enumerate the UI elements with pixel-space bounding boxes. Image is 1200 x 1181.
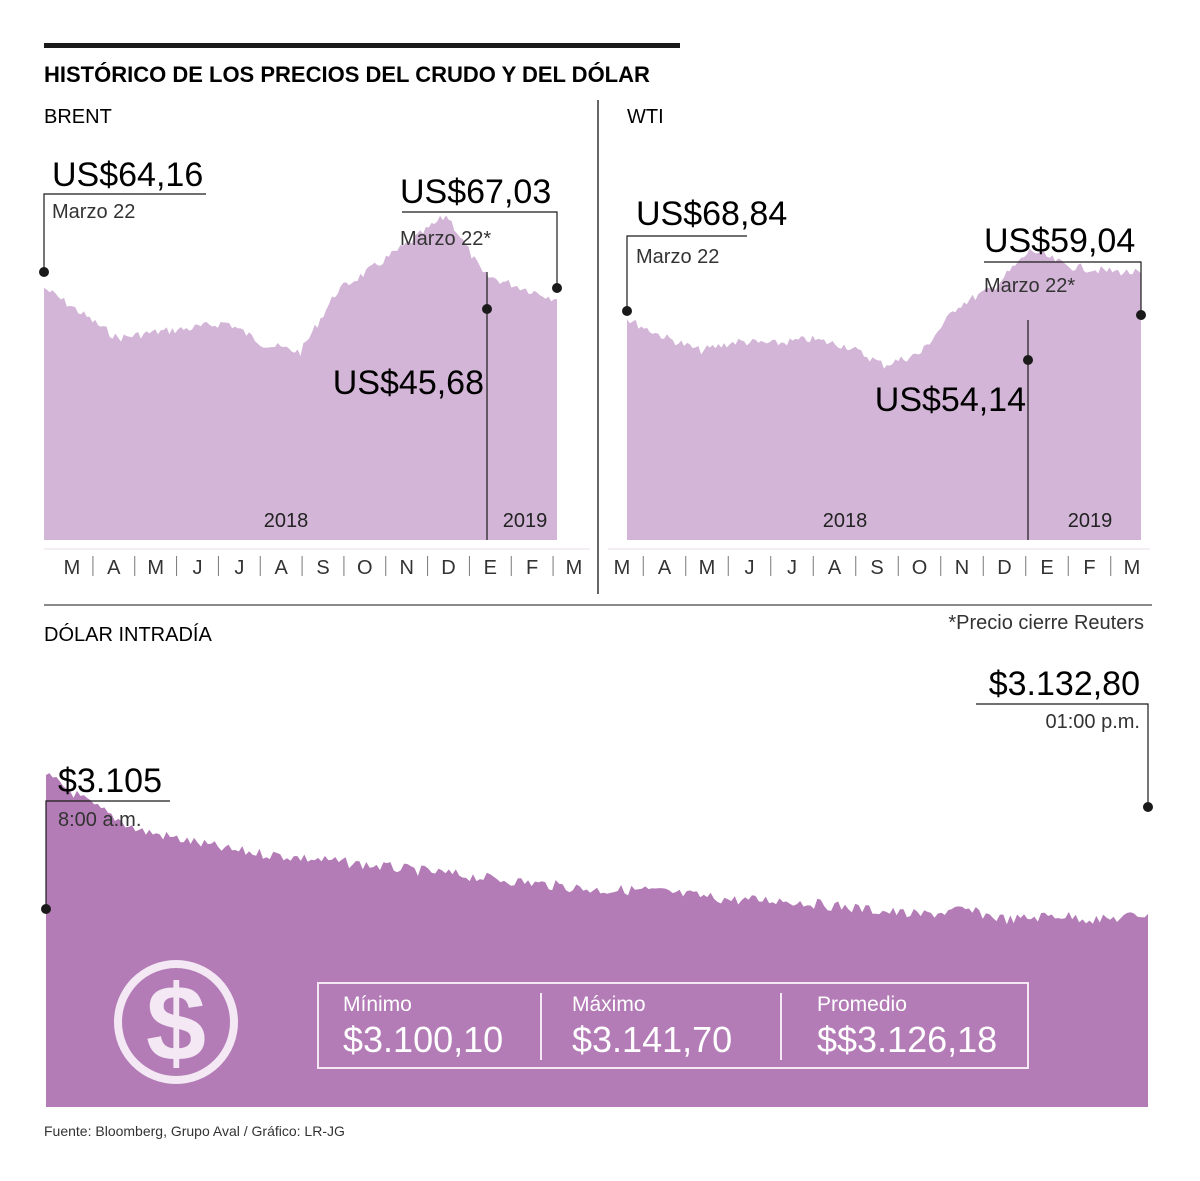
dollar-circle-icon: $ <box>114 960 238 1084</box>
month-label: N <box>955 557 969 579</box>
usd-start-time: 8:00 a.m. <box>58 809 141 831</box>
month-label: J <box>234 557 244 579</box>
stat-min-value: $3.100,10 <box>343 1019 503 1060</box>
month-label: M <box>1124 557 1141 579</box>
brent-low-marker <box>482 304 492 314</box>
wti-end-marker <box>1136 310 1146 320</box>
month-label: A <box>828 557 842 579</box>
brent-start-marker <box>39 267 49 277</box>
usd-end-value: $3.132,80 <box>989 665 1140 703</box>
month-label: F <box>526 557 538 579</box>
wti-end-date: Marzo 22* <box>984 275 1075 297</box>
brent-end-leader <box>402 211 558 288</box>
month-label: J <box>745 557 755 579</box>
usd-end-marker <box>1143 802 1153 812</box>
month-label: J <box>193 557 203 579</box>
month-label: O <box>357 557 373 579</box>
usd-stats-box: Mínimo $3.100,10 Máximo $3.141,70 Promed… <box>317 982 1029 1069</box>
usd-start-value: $3.105 <box>58 762 162 800</box>
stat-avg-label: Promedio <box>817 993 907 1016</box>
source-credit: Fuente: Bloomberg, Grupo Aval / Gráfico:… <box>44 1123 345 1139</box>
usd-end-leader <box>976 703 1149 807</box>
month-label: F <box>1083 557 1095 579</box>
header-rule <box>44 43 680 48</box>
month-label: M <box>64 557 81 579</box>
wti-low-marker <box>1023 355 1033 365</box>
wti-end-value: US$59,04 <box>984 222 1135 260</box>
usd-area <box>46 773 1148 1107</box>
month-label: M <box>699 557 716 579</box>
brent-end-value: US$67,03 <box>400 173 551 211</box>
month-label: A <box>107 557 121 579</box>
brent-year-2019: 2019 <box>503 510 548 532</box>
month-label: N <box>399 557 413 579</box>
month-label: M <box>614 557 631 579</box>
month-label: O <box>912 557 928 579</box>
wti-start-value: US$68,84 <box>636 195 787 233</box>
usd-start-marker <box>41 904 51 914</box>
stat-max-value: $3.141,70 <box>572 1019 732 1060</box>
stat-avg-value: $$3.126,18 <box>817 1019 997 1060</box>
brent-start-leader <box>43 193 206 272</box>
brent-end-marker <box>552 283 562 293</box>
month-label: M <box>566 557 583 579</box>
wti-area <box>627 248 1141 541</box>
month-label: M <box>147 557 164 579</box>
month-label: D <box>997 557 1011 579</box>
brent-start-value: US$64,16 <box>52 156 203 194</box>
wti-year-2018: 2018 <box>823 510 868 532</box>
usd-end-time: 01:00 p.m. <box>1045 711 1140 733</box>
month-label: D <box>441 557 455 579</box>
wti-low-value: US$54,14 <box>875 381 1026 419</box>
usd-chart: $3.105 8:00 a.m. $3.132,80 01:00 p.m. $ … <box>41 665 1153 1107</box>
month-label: E <box>1040 557 1053 579</box>
brent-area <box>44 215 557 540</box>
reuters-note: *Precio cierre Reuters <box>948 612 1144 634</box>
month-label: A <box>658 557 672 579</box>
wti-chart: M A M J J A S O N D E F M 2018 2019 US$68,84 Marzo 2… <box>608 195 1150 579</box>
brent-start-date: Marzo 22 <box>52 201 135 223</box>
wti-year-2019: 2019 <box>1068 510 1113 532</box>
brent-low-value: US$45,68 <box>333 364 484 402</box>
stats-frame <box>317 982 1029 1069</box>
brent-year-2018: 2018 <box>264 510 309 532</box>
wti-start-leader <box>626 235 747 311</box>
month-label: S <box>870 557 883 579</box>
brent-section-title: BRENT <box>44 106 112 128</box>
month-label: E <box>484 557 497 579</box>
month-label: A <box>274 557 288 579</box>
wti-end-leader <box>984 261 1142 315</box>
brent-end-date: Marzo 22* <box>400 228 491 250</box>
usd-section-title: DÓLAR INTRADÍA <box>44 623 212 646</box>
stat-min-label: Mínimo <box>343 993 412 1016</box>
wti-section-title: WTI <box>627 106 664 128</box>
brent-chart: M A M J J A S O N D E F M 2018 2019 US$64,16 Marzo 2… <box>39 156 590 579</box>
svg-text:$: $ <box>146 962 206 1083</box>
month-label: S <box>316 557 329 579</box>
usd-start-leader <box>45 800 170 909</box>
page-title: HISTÓRICO DE LOS PRECIOS DEL CRUDO Y DEL… <box>44 62 650 87</box>
wti-start-marker <box>622 306 632 316</box>
wti-start-date: Marzo 22 <box>636 246 719 268</box>
stat-max-label: Máximo <box>572 993 646 1016</box>
month-label: J <box>787 557 797 579</box>
